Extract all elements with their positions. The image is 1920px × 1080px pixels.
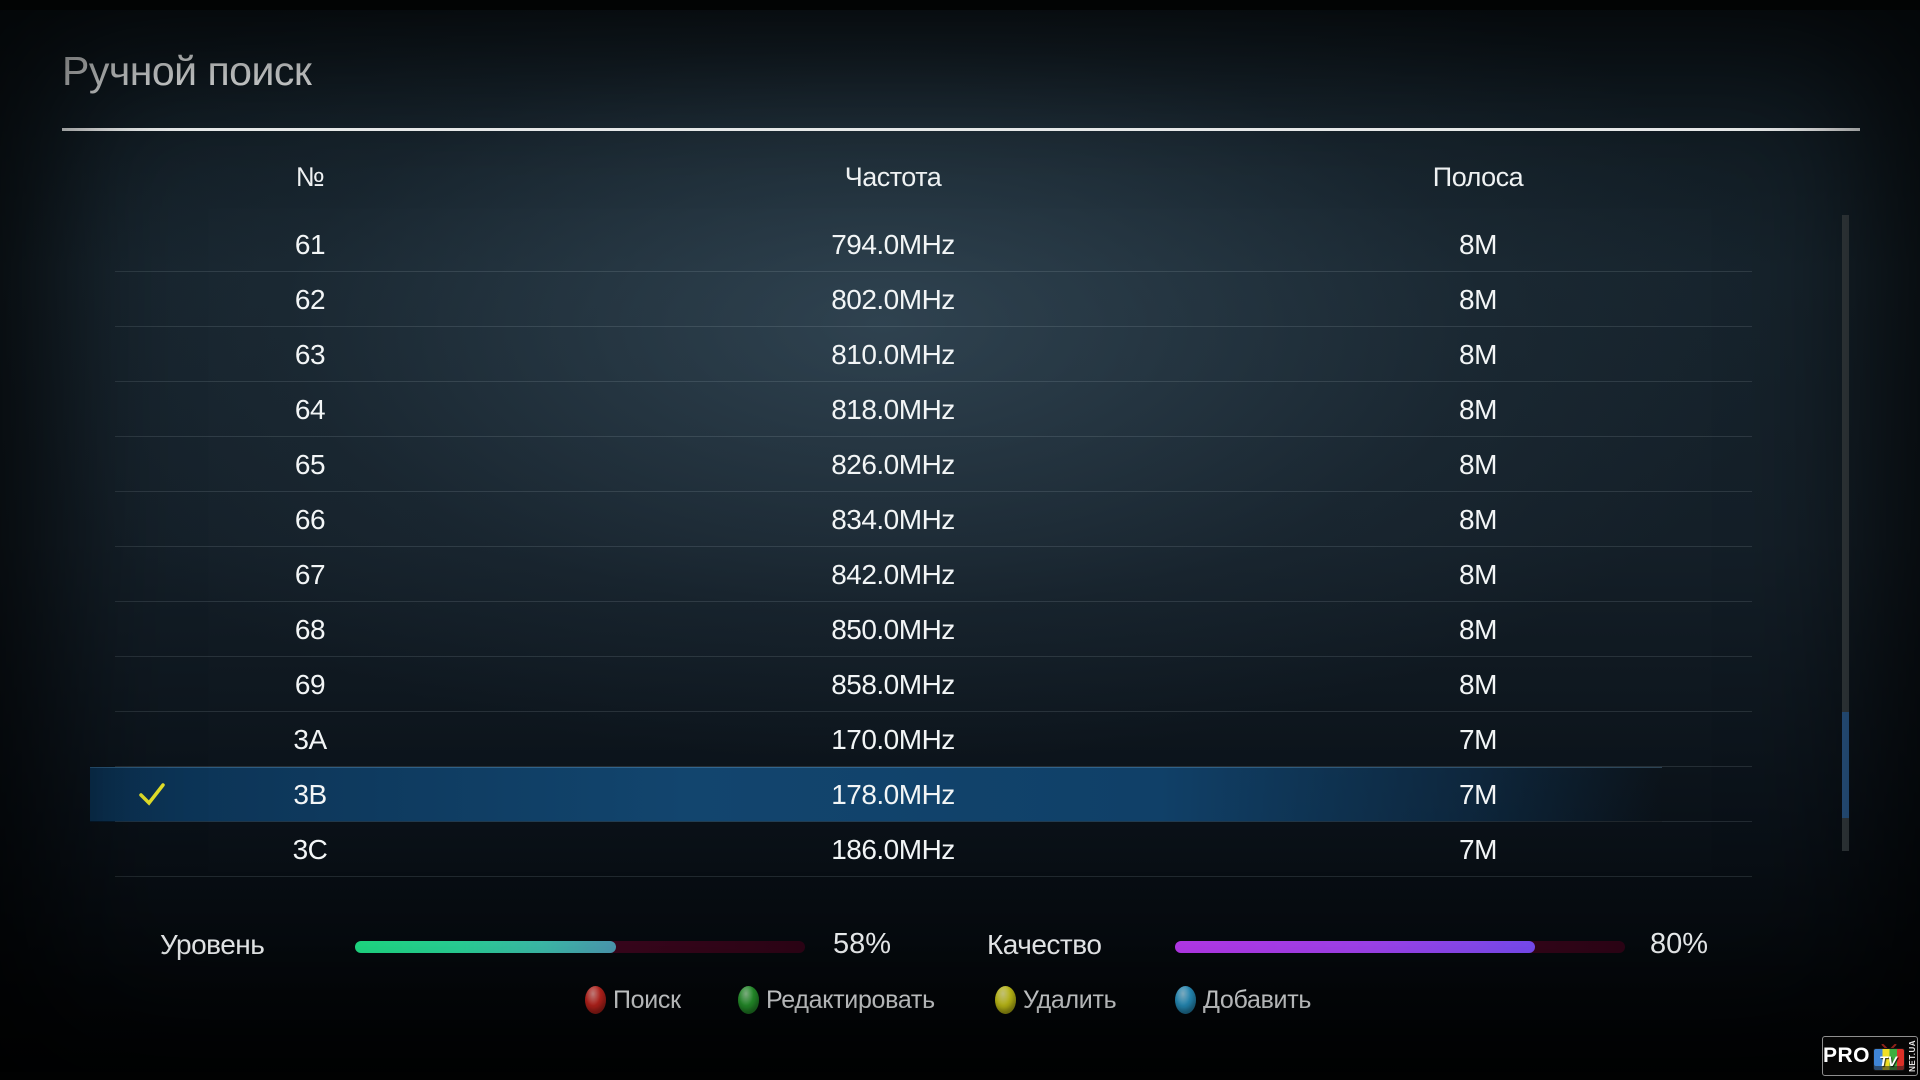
row-band: 8M: [1459, 339, 1497, 370]
column-header-band: Полоса: [1432, 162, 1524, 192]
row-band: 8M: [1459, 394, 1497, 425]
row-band: 7M: [1459, 779, 1497, 810]
quality-value: 80%: [1650, 928, 1709, 960]
quality-meter-fill: [1175, 941, 1535, 953]
level-meter: [355, 941, 805, 953]
row-frequency: 818.0MHz: [831, 394, 955, 425]
yellow-button-icon: [995, 986, 1016, 1014]
row-frequency: 834.0MHz: [831, 504, 955, 535]
table-row[interactable]: 69 858.0MHz 8M: [90, 657, 1752, 712]
row-band: 7M: [1459, 834, 1497, 865]
row-frequency: 826.0MHz: [831, 449, 955, 480]
level-value: 58%: [833, 928, 892, 960]
row-frequency: 178.0MHz: [831, 779, 955, 810]
legend-red-button[interactable]: Поиск: [585, 983, 681, 1017]
level-label: Уровень: [160, 929, 265, 960]
logo-tv-text: TV: [1879, 1052, 1897, 1069]
legend-label: Редактировать: [766, 985, 935, 1014]
selected-check-icon: [139, 783, 165, 806]
table-row[interactable]: 3B 178.0MHz 7M: [90, 767, 1752, 822]
row-frequency: 858.0MHz: [831, 669, 955, 700]
row-frequency: 186.0MHz: [831, 834, 955, 865]
legend-label: Поиск: [613, 985, 681, 1014]
table-row[interactable]: 63 810.0MHz 8M: [90, 327, 1752, 382]
table-row[interactable]: 62 802.0MHz 8M: [90, 272, 1752, 327]
row-frequency: 842.0MHz: [831, 559, 955, 590]
table-row[interactable]: 65 826.0MHz 8M: [90, 437, 1752, 492]
table-row[interactable]: 3C 186.0MHz 7M: [90, 822, 1752, 877]
row-number: 62: [294, 284, 326, 315]
table-row[interactable]: 66 834.0MHz 8M: [90, 492, 1752, 547]
row-number: 65: [294, 449, 326, 480]
column-header-frequency: Частота: [844, 162, 942, 192]
row-number: 61: [294, 229, 326, 260]
row-band: 8M: [1459, 449, 1497, 480]
row-number: 3A: [293, 724, 327, 755]
table-header: № Частота Полоса: [90, 150, 1662, 205]
logo-suffix-text: NET.UA: [1908, 1040, 1917, 1072]
top-edge-bar: [0, 0, 1920, 10]
column-header-number: №: [295, 162, 325, 192]
row-band: 7M: [1459, 724, 1497, 755]
row-number: 64: [294, 394, 326, 425]
row-number: 67: [294, 559, 326, 590]
quality-label: Качество: [987, 929, 1102, 960]
legend-label: Добавить: [1203, 985, 1312, 1014]
row-frequency: 810.0MHz: [831, 339, 955, 370]
row-number: 69: [294, 669, 326, 700]
row-frequency: 850.0MHz: [831, 614, 955, 645]
legend-blue-button[interactable]: Добавить: [1175, 983, 1311, 1017]
protv-logo: PRO TV NET.UA: [1822, 1036, 1918, 1076]
row-frequency: 802.0MHz: [831, 284, 955, 315]
row-number: 3B: [293, 779, 327, 810]
row-band: 8M: [1459, 669, 1497, 700]
scrollbar-thumb[interactable]: [1842, 712, 1849, 818]
legend-yellow-button[interactable]: Удалить: [995, 983, 1117, 1017]
row-number: 68: [294, 614, 326, 645]
table-row[interactable]: 67 842.0MHz 8M: [90, 547, 1752, 602]
legend-green-button[interactable]: Редактировать: [738, 983, 935, 1017]
red-button-icon: [585, 986, 606, 1014]
row-band: 8M: [1459, 284, 1497, 315]
channel-table: 61 794.0MHz 8M 62 802.0MHz 8M 63 810.0MHz 8M 64 81…: [90, 217, 1752, 877]
green-button-icon: [738, 986, 759, 1014]
table-row[interactable]: 3A 170.0MHz 7M: [90, 712, 1752, 767]
title-divider: [62, 128, 1860, 131]
row-number: 63: [294, 339, 326, 370]
legend-label: Удалить: [1023, 985, 1117, 1014]
row-number: 3C: [292, 834, 328, 865]
row-band: 8M: [1459, 229, 1497, 260]
blue-button-icon: [1175, 986, 1196, 1014]
quality-meter: [1175, 941, 1625, 953]
row-frequency: 170.0MHz: [831, 724, 955, 755]
row-number: 66: [294, 504, 326, 535]
row-frequency: 794.0MHz: [831, 229, 955, 260]
scrollbar[interactable]: [1842, 215, 1849, 851]
table-row[interactable]: 64 818.0MHz 8M: [90, 382, 1752, 437]
logo-pro-text: PRO: [1823, 1044, 1871, 1067]
row-band: 8M: [1459, 614, 1497, 645]
bottom-edge-bar: [0, 1072, 1920, 1080]
table-row[interactable]: 68 850.0MHz 8M: [90, 602, 1752, 657]
table-row[interactable]: 61 794.0MHz 8M: [90, 217, 1752, 272]
level-meter-fill: [355, 941, 616, 953]
row-band: 8M: [1459, 559, 1497, 590]
tv-icon: TV: [1873, 1043, 1906, 1071]
page-title: Ручной поиск: [62, 48, 312, 94]
row-band: 8M: [1459, 504, 1497, 535]
